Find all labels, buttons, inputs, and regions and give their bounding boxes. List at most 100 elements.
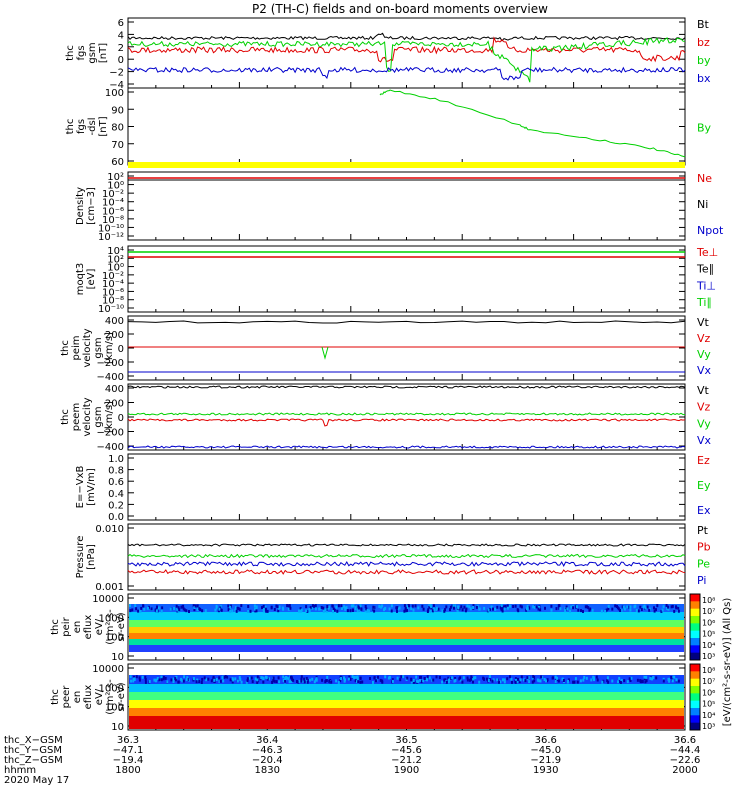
spectrogram-pixel [325, 609, 328, 613]
spectrogram-pixel [469, 607, 472, 611]
spectrogram-pixel [651, 677, 654, 681]
spectrogram-pixel [441, 680, 444, 684]
spectrogram-pixel [240, 680, 243, 684]
y-axis-label-line: peem [71, 403, 82, 431]
spectrogram-pixel [218, 607, 221, 611]
colorbar-cell [690, 678, 700, 687]
y-tick-label: 0.0 [108, 512, 124, 523]
spectrogram-pixel [183, 608, 186, 612]
spectrogram-pixel [509, 604, 511, 608]
spectrogram-pixel [531, 680, 534, 684]
spectrogram-pixel [428, 676, 431, 680]
spectrogram-pixel [628, 677, 631, 681]
spectrogram-pixel [192, 677, 195, 681]
spectrogram-pixel [662, 679, 665, 683]
spectrogram-pixel [194, 604, 197, 608]
y-axis-label-line: [nT] [98, 43, 109, 63]
spectrogram-pixel [629, 679, 632, 682]
spectrogram-pixel [282, 679, 285, 682]
spectrogram-pixel [156, 605, 158, 609]
spectrogram-pixel [454, 677, 457, 680]
spectrogram-pixel [606, 676, 609, 680]
spectrogram-pixel [671, 679, 674, 683]
spectrogram-pixel [416, 679, 418, 683]
spectrogram-pixel [443, 609, 446, 613]
spectrogram-pixel [227, 604, 230, 608]
spectrogram-pixel [644, 680, 647, 684]
spectrogram-pixel [448, 678, 450, 682]
spectrogram-pixel [655, 676, 658, 680]
spectrogram-pixel [197, 606, 200, 609]
spectrogram-pixel [388, 675, 391, 679]
spectrogram-pixel [671, 604, 674, 608]
spectrogram-pixel [519, 678, 522, 682]
spectrogram-pixel [559, 607, 562, 611]
spectrogram-pixel [255, 605, 258, 609]
spectrogram-pixel [207, 677, 210, 681]
y-tick-label: 0 [118, 413, 124, 424]
spectrogram-pixel [287, 607, 290, 611]
spectrogram-pixel [339, 679, 342, 683]
spectrogram-pixel [166, 680, 169, 684]
spectrogram-pixel [247, 605, 250, 608]
trace-peem-vt [127, 385, 686, 389]
spectrogram-pixel [492, 607, 494, 611]
spectrogram-pixel [514, 680, 517, 684]
spectrogram-pixel [537, 679, 540, 683]
spectrogram-pixel [605, 608, 608, 612]
spectrogram-pixel [287, 677, 290, 681]
legend-te∥: Te∥ [696, 263, 714, 276]
spectrogram-pixel [675, 605, 677, 609]
spectrogram-pixel [319, 607, 322, 611]
spectrogram-pixel [186, 678, 189, 682]
legend-vt: Vt [697, 384, 710, 397]
spectrogram-pixel [229, 605, 232, 609]
y-tick-label: 10⁻⁸ [102, 215, 124, 226]
trace-By-dsl [379, 89, 686, 158]
spectrogram-pixel [584, 605, 587, 609]
legend-pi: Pi [697, 574, 706, 587]
trace-by [127, 37, 686, 83]
panel-2: 100 90 80 70 60 thcfgs-dsl[nT] By [65, 87, 712, 168]
spectrogram-pixel [351, 675, 354, 678]
y-tick-label: −400 [97, 372, 124, 383]
y-axis-label-line: eflux [83, 615, 94, 640]
spectrogram-pixel [583, 675, 586, 679]
spectrogram-pixel [517, 677, 519, 681]
spectrogram-pixel [617, 607, 620, 611]
y-axis-label-line: en [72, 691, 83, 704]
spectrogram-pixel [618, 676, 621, 680]
spectrogram-pixel [403, 609, 406, 613]
spectrogram-pixel [635, 608, 638, 612]
spectrogram-pixel [445, 680, 448, 684]
spectrogram-pixel [160, 675, 163, 679]
legend-bz: bz [697, 36, 710, 49]
spectrogram-pixel [298, 679, 301, 683]
y-tick-label: 10⁻⁶ [102, 206, 124, 217]
spectrogram-pixel [222, 679, 225, 683]
spectrogram-pixel [572, 606, 575, 610]
y-tick-label: −400 [97, 442, 124, 453]
spectrogram-pixel [351, 608, 354, 612]
y-axis-label-line: gsm [93, 406, 104, 427]
spectrogram-pixel [343, 679, 346, 683]
y-tick-label: 400 [105, 384, 124, 395]
spectrogram-pixel [140, 606, 143, 610]
spectrogram-pixel [129, 609, 132, 613]
spectrogram-pixel [268, 677, 271, 681]
trace-pt [127, 543, 686, 547]
spectrogram-pixel [619, 681, 622, 684]
spectrogram-band [129, 684, 684, 692]
spectrogram-pixel [262, 604, 265, 608]
y-axis-label: thcfgsgsm[nT] [65, 42, 109, 63]
y-axis-label-line: peim [71, 335, 82, 360]
spectrogram-pixel [590, 678, 593, 682]
spectrogram-pixel [315, 678, 318, 682]
y-axis-label-line: thc [60, 409, 71, 425]
x-column-value: 2000 [672, 765, 697, 776]
spectrogram-pixel [188, 610, 190, 613]
y-axis-label-line: thc [65, 119, 76, 135]
y-tick-label: 10⁻² [102, 189, 124, 200]
x-column-value: 36.3 [117, 735, 139, 746]
